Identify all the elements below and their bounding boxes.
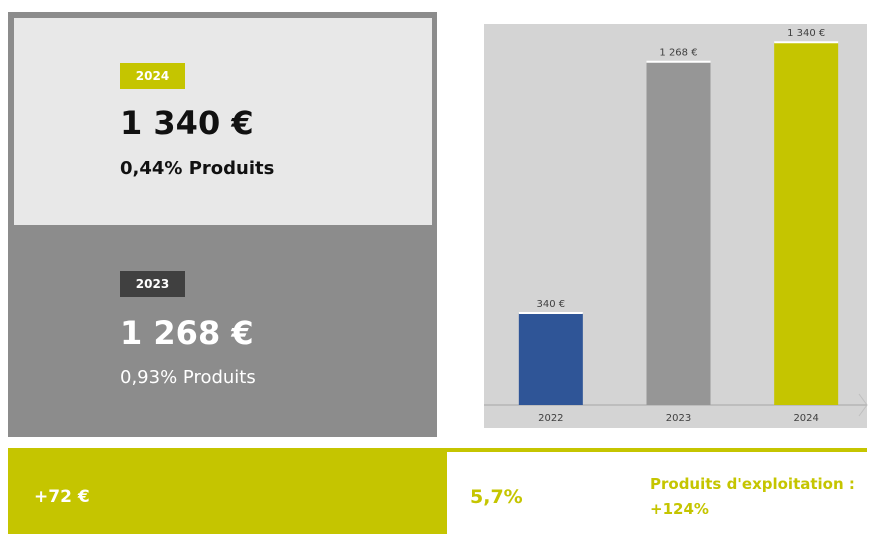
footer-strip xyxy=(8,448,867,452)
amount: 1 268 € xyxy=(120,314,254,352)
x-tick-label: 2023 xyxy=(666,413,691,424)
share: 0,44% Produits xyxy=(120,158,275,179)
x-tick-label: 2022 xyxy=(538,413,563,424)
value-label: 340 € xyxy=(537,299,566,310)
bar xyxy=(774,42,839,405)
difference: +72 € xyxy=(34,487,90,507)
bar xyxy=(646,61,711,406)
x-tick-label: 2024 xyxy=(793,413,818,424)
chart: 2022 340 € 2023 1 268 € 2024 1 340 € xyxy=(484,24,868,428)
year-badge: 2023 xyxy=(120,271,185,297)
arrow xyxy=(858,393,868,417)
amount: 1 340 € xyxy=(120,104,254,142)
share: 0,93% Produits xyxy=(120,367,256,388)
difference-box xyxy=(8,452,447,534)
card-2024 xyxy=(14,18,432,225)
value-label: 1 268 € xyxy=(659,48,697,59)
year-badge: 2024 xyxy=(120,63,185,89)
rate: 5,7% xyxy=(470,486,523,508)
products: Produits d'exploitation : +124% xyxy=(650,475,855,518)
value-label: 1 340 € xyxy=(787,28,825,39)
bar xyxy=(518,312,583,405)
